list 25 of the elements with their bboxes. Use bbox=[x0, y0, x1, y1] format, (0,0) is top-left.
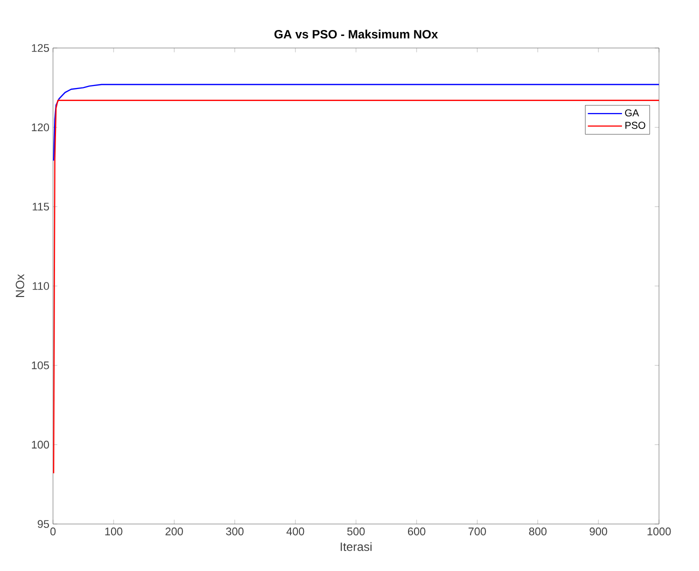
x-tick-label: 200 bbox=[166, 528, 183, 536]
x-tick-label: 1000 bbox=[648, 528, 671, 536]
x-tick-label: 300 bbox=[226, 528, 244, 536]
legend-label: GA bbox=[625, 109, 640, 116]
y-tick-label: 95 bbox=[38, 520, 49, 528]
x-tick-label: 900 bbox=[590, 528, 608, 536]
line-series bbox=[53, 100, 660, 474]
line-series bbox=[53, 84, 660, 162]
y-tick-label: 105 bbox=[32, 361, 49, 370]
x-tick-label: 500 bbox=[347, 528, 365, 536]
x-tick-label: 100 bbox=[105, 528, 122, 536]
chart-title: GA vs PSO - Maksimum NOx bbox=[274, 30, 438, 38]
y-tick-label: 100 bbox=[32, 440, 50, 449]
y-tick-label: 110 bbox=[32, 282, 50, 290]
x-axis-title: Iterasi bbox=[340, 542, 372, 551]
y-axis-title: NOx bbox=[16, 274, 24, 298]
x-tick-label: 0 bbox=[50, 528, 56, 536]
y-tick-label: 120 bbox=[32, 123, 50, 132]
x-tick-label: 600 bbox=[408, 528, 426, 536]
legend-label: PSO bbox=[625, 122, 646, 129]
y-tick-label: 125 bbox=[32, 44, 49, 52]
x-tick-label: 400 bbox=[286, 528, 304, 536]
y-tick-label: 115 bbox=[32, 202, 49, 211]
x-tick-label: 800 bbox=[529, 528, 547, 536]
x-tick-label: 700 bbox=[468, 528, 486, 536]
